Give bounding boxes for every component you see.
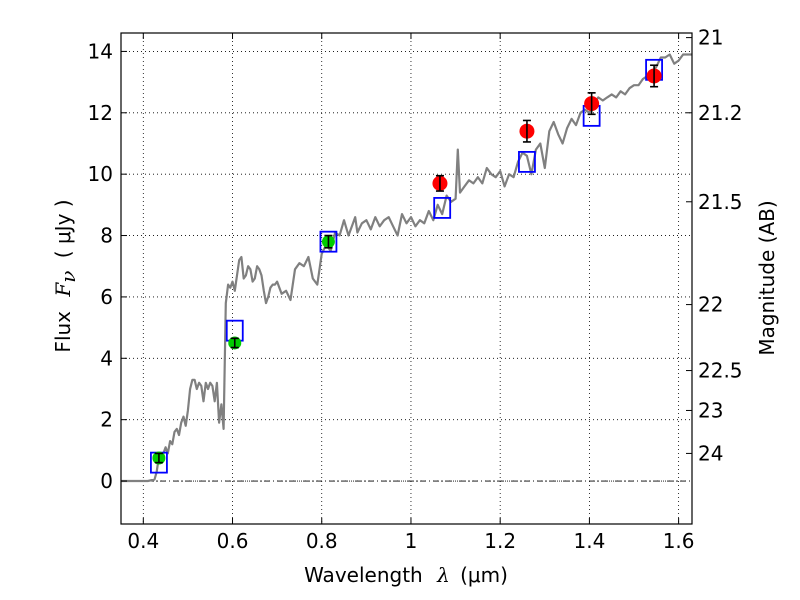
x-tick-label: 1.4	[573, 529, 605, 553]
y-tick-label: 14	[88, 39, 113, 63]
x-axis-label: Wavelength λ (μm)	[304, 563, 508, 587]
plot-frame	[120, 32, 693, 525]
y-axis-label-unit: ( μJy )	[51, 199, 75, 258]
spectrum-layer	[121, 53, 692, 483]
x-tick-label: 0.6	[217, 529, 249, 553]
model-boxes-layer	[150, 58, 663, 474]
y-tick-label: 12	[88, 101, 113, 125]
y-axis-label: Flux Fν ( μJy )	[51, 199, 80, 352]
right-tick-label: 23	[698, 398, 723, 422]
y-tick-label: 6	[100, 285, 113, 309]
right-tick-label: 21	[698, 26, 723, 50]
y-tick-label: 0	[100, 469, 113, 493]
x-tick-label: 0.8	[306, 529, 338, 553]
observed-points-layer	[152, 64, 662, 465]
right-tick-label: 22.5	[698, 359, 743, 383]
x-tick-label: 1.6	[663, 529, 695, 553]
y-tick-label: 2	[100, 408, 113, 432]
x-axis-label-text: Wavelength	[304, 563, 423, 587]
y-axis-label-text: Flux	[51, 311, 75, 353]
model-flux-box	[433, 197, 452, 219]
right-tick-label: 24	[698, 441, 723, 465]
spectrum-line	[121, 53, 692, 483]
x-tick-label: 1	[405, 529, 418, 553]
right-tick-label: 21.2	[698, 101, 743, 125]
y-axis-label-subscript: ν	[56, 271, 80, 283]
x-axis-label-symbol: λ	[436, 563, 450, 587]
y-tick-label: 10	[88, 162, 113, 186]
y-axis-label-symbol: F	[51, 282, 75, 298]
right-tick-label: 22	[698, 293, 723, 317]
y-tick-label: 4	[100, 346, 113, 370]
grid	[121, 33, 692, 524]
x-tick-label: 1.2	[484, 529, 516, 553]
x-tick-label: 0.4	[127, 529, 159, 553]
ticks-layer: 0.4 0.6 0.8 1 1.2 1.4 1.6024681012142121.221.5…	[88, 26, 743, 553]
model-flux-box	[319, 230, 338, 253]
right-axis-label: Magnitude (AB)	[755, 200, 779, 355]
model-flux-box	[518, 150, 536, 173]
y-tick-label: 8	[100, 224, 113, 248]
x-axis-label-unit: (μm)	[460, 563, 508, 587]
right-tick-label: 21.5	[698, 190, 743, 214]
